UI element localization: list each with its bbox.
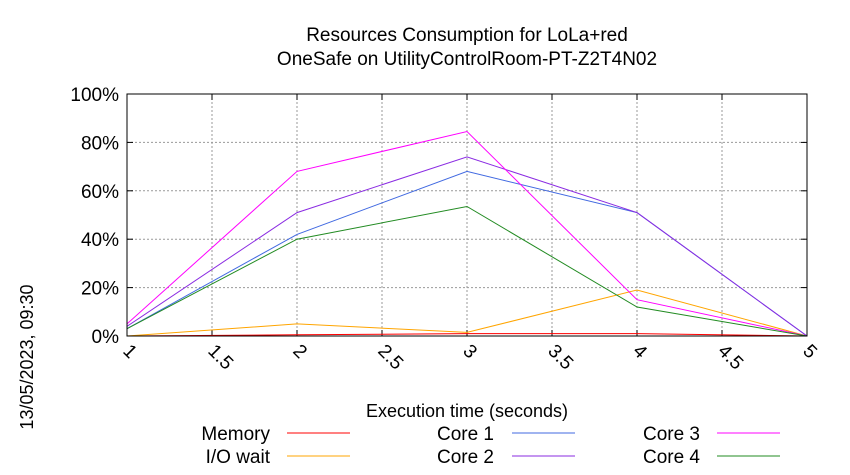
x-tick-label: 1 bbox=[118, 341, 140, 363]
x-tick-label: 1.5 bbox=[203, 341, 237, 375]
x-tick-label: 2.5 bbox=[373, 341, 407, 375]
legend-label-core-3: Core 3 bbox=[643, 424, 700, 445]
y-tick-label: 80% bbox=[81, 133, 119, 154]
y-tick-label: 40% bbox=[81, 230, 119, 251]
y-tick-label: 100% bbox=[70, 85, 119, 106]
y-tick-label: 0% bbox=[92, 327, 120, 348]
x-tick-label: 3 bbox=[458, 341, 480, 363]
x-axis-label: Execution time (seconds) bbox=[366, 401, 568, 421]
legend-label-memory: Memory bbox=[201, 424, 270, 445]
chart-title: Resources Consumption for LoLa+red bbox=[306, 25, 628, 46]
legend-label-i-o-wait: I/O wait bbox=[206, 447, 271, 468]
x-tick-label: 5 bbox=[798, 341, 820, 363]
series-line-core-3 bbox=[126, 130, 808, 337]
legend-label-core-2: Core 2 bbox=[437, 447, 494, 468]
chart-subtitle: OneSafe on UtilityControlRoom-PT-Z2T4N02 bbox=[277, 49, 657, 70]
series-line-i-o-wait bbox=[126, 289, 808, 337]
x-tick-label: 2 bbox=[288, 341, 310, 363]
x-tick-label: 4.5 bbox=[713, 341, 747, 375]
series-line-core-4 bbox=[126, 205, 808, 337]
y-tick-label: 60% bbox=[81, 182, 119, 203]
timestamp-label: 13/05/2023, 09:30 bbox=[17, 284, 37, 429]
x-tick-label: 3.5 bbox=[543, 341, 577, 375]
series-line-memory bbox=[126, 333, 808, 337]
plot-frame bbox=[126, 93, 808, 337]
legend-label-core-1: Core 1 bbox=[437, 424, 494, 445]
y-tick-label: 20% bbox=[81, 279, 119, 300]
legend-label-core-4: Core 4 bbox=[643, 447, 700, 468]
series-line-core-2 bbox=[126, 156, 808, 337]
x-tick-label: 4 bbox=[628, 341, 651, 364]
